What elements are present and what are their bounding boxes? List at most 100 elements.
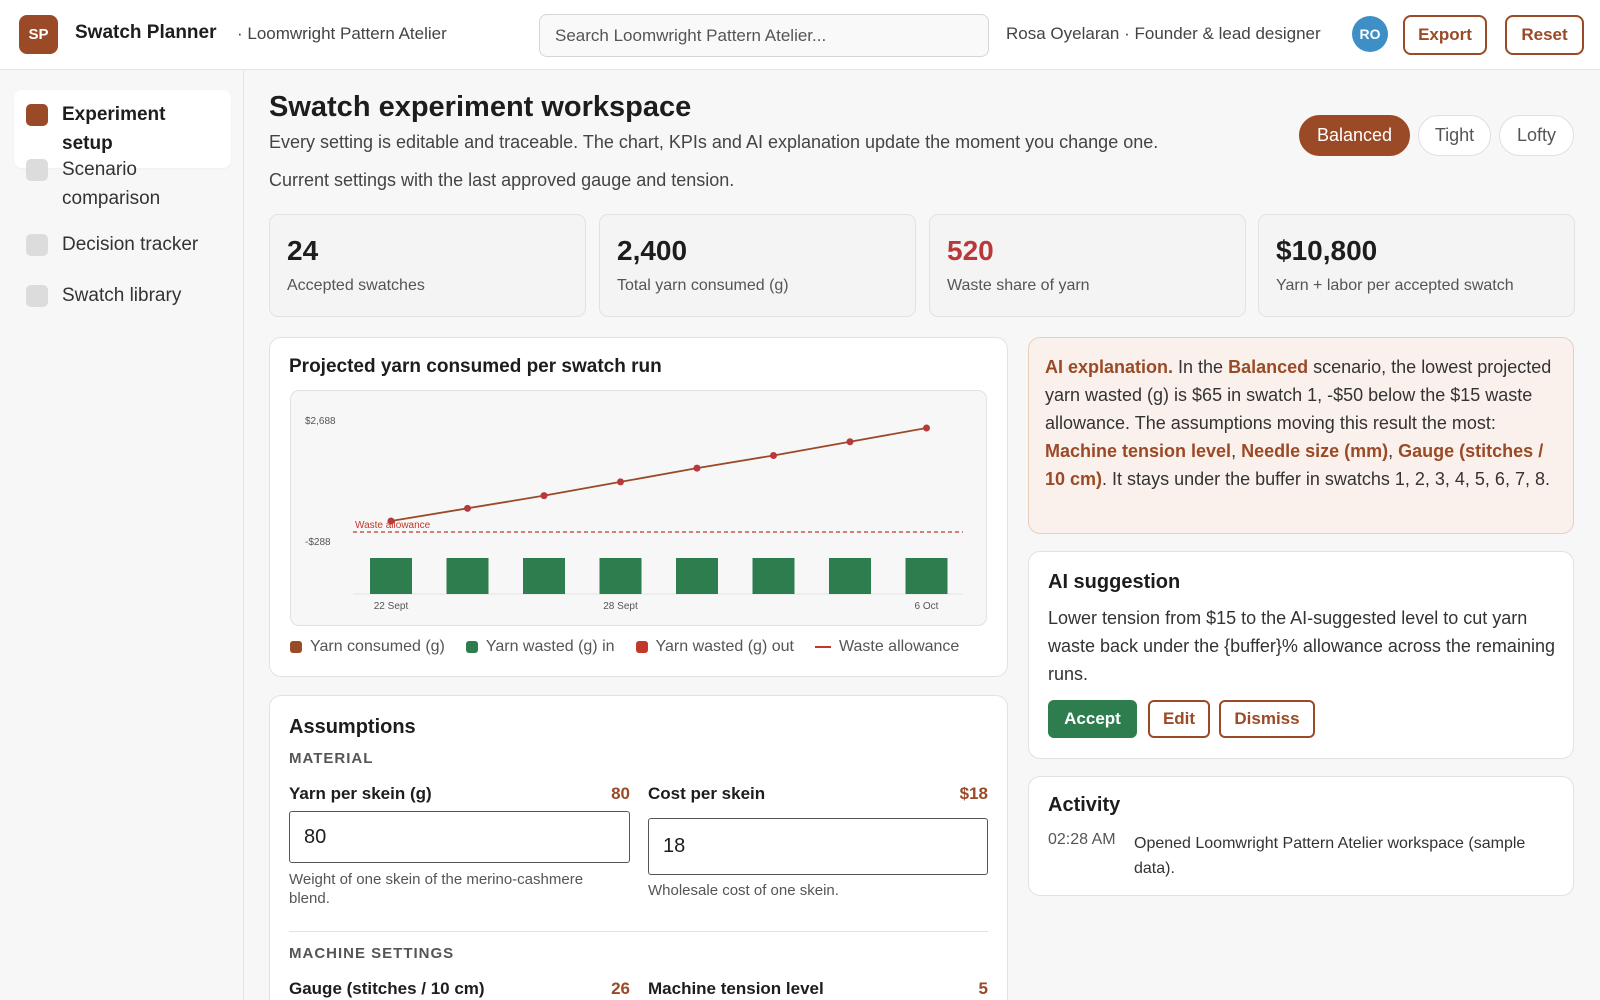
line-point	[387, 517, 395, 525]
reset-button[interactable]: Reset	[1505, 15, 1584, 55]
bar-yarn-wasted-in	[370, 558, 412, 594]
kpi-value: 520	[947, 235, 994, 266]
section-divider	[289, 931, 988, 932]
ai-suggestion-text: Lower tension from $15 to the AI-suggest…	[1048, 608, 1555, 684]
activity-text: Opened Loomwright Pattern Atelier worksp…	[1134, 835, 1526, 877]
kpi-label: Total yarn consumed (g)	[617, 277, 789, 294]
sidebar-item-experiment-setup[interactable]: Experiment setup	[14, 90, 231, 168]
y-tick-label: $2,688	[305, 416, 336, 427]
chart-card: Projected yarn consumed per swatch run $…	[269, 337, 1008, 677]
legend-item: Yarn wasted (g) in	[465, 638, 615, 656]
bar-yarn-wasted-in	[446, 558, 489, 594]
cost-per-skein-label: Cost per skein	[648, 784, 766, 803]
ai-explanation-text: In the	[1173, 357, 1229, 377]
search-input[interactable]	[539, 14, 989, 57]
ai-explanation-scenario: Balanced	[1228, 357, 1309, 377]
sidebar-item-label: Decision tracker	[62, 234, 199, 255]
yarn-per-skein-help: Weight of one skein of the merino-cashme…	[289, 871, 584, 907]
kpi-value: $10,800	[1276, 235, 1378, 266]
edit-button[interactable]: Edit	[1148, 700, 1210, 738]
line-point	[617, 478, 624, 486]
kpi-label: Accepted swatches	[287, 277, 425, 294]
export-button[interactable]: Export	[1403, 15, 1487, 55]
gauge-label: Gauge (stitches / 10 cm)	[289, 979, 485, 998]
nav-square-icon	[26, 234, 48, 256]
x-tick-label: 22 Sept	[374, 601, 409, 612]
page-subtitle-2: Current settings with the last approved …	[269, 170, 735, 190]
ai-explanation-separator: ,	[1231, 441, 1242, 461]
kpi-cost-per-swatch: $10,800 Yarn + labor per accepted swatch	[1258, 214, 1575, 317]
cost-per-skein-help: Wholesale cost of one skein.	[648, 882, 839, 899]
legend-item: Yarn wasted (g) out	[635, 638, 794, 656]
bar-yarn-wasted-in	[599, 558, 642, 594]
bar-yarn-wasted-in	[829, 558, 871, 594]
sidebar-item-label: Swatch library	[62, 285, 182, 306]
scenario-lofty-button[interactable]: Lofty	[1499, 115, 1574, 156]
activity-time: 02:28 AM	[1048, 831, 1116, 848]
sidebar-item-decision-tracker[interactable]: Decision tracker	[14, 220, 231, 269]
sidebar: Experiment setup Scenario comparison Dec…	[0, 70, 244, 1000]
line-point	[464, 504, 471, 512]
y-tick-label: -$288	[305, 537, 331, 548]
ai-explanation-lead: AI explanation.	[1045, 357, 1174, 377]
assumptions-title: Assumptions	[289, 716, 416, 738]
bar-yarn-wasted-in	[676, 558, 718, 594]
legend-swatch-icon	[465, 641, 478, 653]
ai-explanation-factor: Needle size (mm)	[1241, 441, 1389, 461]
chart-title: Projected yarn consumed per swatch run	[289, 356, 662, 377]
page-title: Swatch experiment workspace	[269, 91, 692, 123]
ai-explanation-panel: AI explanation. In the Balanced scenario…	[1028, 337, 1574, 534]
legend-item: Waste allowance	[814, 638, 960, 656]
user-name: Rosa Oyelaran · Founder & lead designer	[1006, 24, 1321, 43]
legend-item: Yarn consumed (g)	[290, 638, 445, 656]
scenario-tight-button[interactable]: Tight	[1418, 115, 1491, 156]
scenario-balanced-button[interactable]: Balanced	[1299, 115, 1410, 156]
sidebar-item-swatch-library[interactable]: Swatch library	[14, 271, 231, 320]
line-point	[923, 424, 930, 432]
legend-swatch-icon	[635, 641, 648, 653]
kpi-label: Yarn + labor per accepted swatch	[1276, 277, 1514, 294]
line-point	[693, 464, 701, 472]
ai-suggestion-title: AI suggestion	[1048, 571, 1181, 593]
ai-explanation-factor: Machine tension level	[1045, 441, 1232, 461]
yarn-per-skein-label: Yarn per skein (g)	[289, 784, 432, 803]
kpi-total-yarn: 2,400 Total yarn consumed (g)	[599, 214, 916, 317]
tension-value: 5	[978, 979, 988, 998]
dismiss-button[interactable]: Dismiss	[1219, 700, 1315, 738]
legend-line-icon	[814, 646, 831, 648]
accept-button[interactable]: Accept	[1048, 700, 1137, 738]
line-point	[540, 492, 548, 500]
activity-title: Activity	[1048, 794, 1121, 816]
yarn-per-skein-input[interactable]	[289, 811, 630, 863]
gauge-value: 26	[611, 979, 630, 998]
line-point	[770, 451, 777, 459]
kpi-value: 2,400	[617, 235, 688, 266]
app-logo[interactable]: SP	[19, 15, 58, 54]
kpi-label: Waste share of yarn	[947, 277, 1090, 294]
legend-swatch-icon	[290, 641, 302, 653]
line-yarn-consumed	[390, 427, 927, 522]
nav-square-icon	[26, 159, 48, 181]
nav-square-icon	[26, 285, 48, 307]
x-tick-label: 6 Oct	[915, 601, 939, 612]
yarn-per-skein-value: 80	[611, 784, 630, 803]
workspace-name: · Loomwright Pattern Atelier	[237, 24, 447, 43]
legend-label: Yarn wasted (g) out	[655, 638, 794, 655]
legend-label: Waste allowance	[838, 638, 960, 655]
waste-allowance-label: Waste allowance	[355, 520, 431, 531]
material-caption: MATERIAL	[289, 750, 374, 767]
legend-label: Yarn wasted (g) in	[485, 638, 615, 655]
chart-area: $2,688 -$288 Waste allowance 22 Sept 28 Sept…	[290, 390, 987, 626]
avatar[interactable]: RO	[1352, 16, 1388, 52]
x-tick-label: 28 Sept	[603, 601, 638, 612]
ai-explanation-separator: ,	[1388, 441, 1399, 461]
legend-label: Yarn consumed (g)	[310, 638, 445, 655]
ai-explanation-text: . It stays under the buffer in swatchs 1…	[1102, 469, 1550, 489]
ai-explanation-factor: Gauge (stitches / 10 cm)	[1045, 441, 1544, 489]
tension-label: Machine tension level	[648, 979, 824, 998]
top-bar: SP Swatch Planner · Loomwright Pattern A…	[0, 0, 1600, 70]
chart-svg: $2,688 -$288 Waste allowance 22 Sept 28 Sept…	[305, 416, 963, 612]
sidebar-item-scenario-comparison[interactable]: Scenario comparison	[14, 145, 231, 223]
kpi-waste-share: 520 Waste share of yarn	[929, 214, 1246, 317]
cost-per-skein-input[interactable]	[648, 818, 988, 875]
